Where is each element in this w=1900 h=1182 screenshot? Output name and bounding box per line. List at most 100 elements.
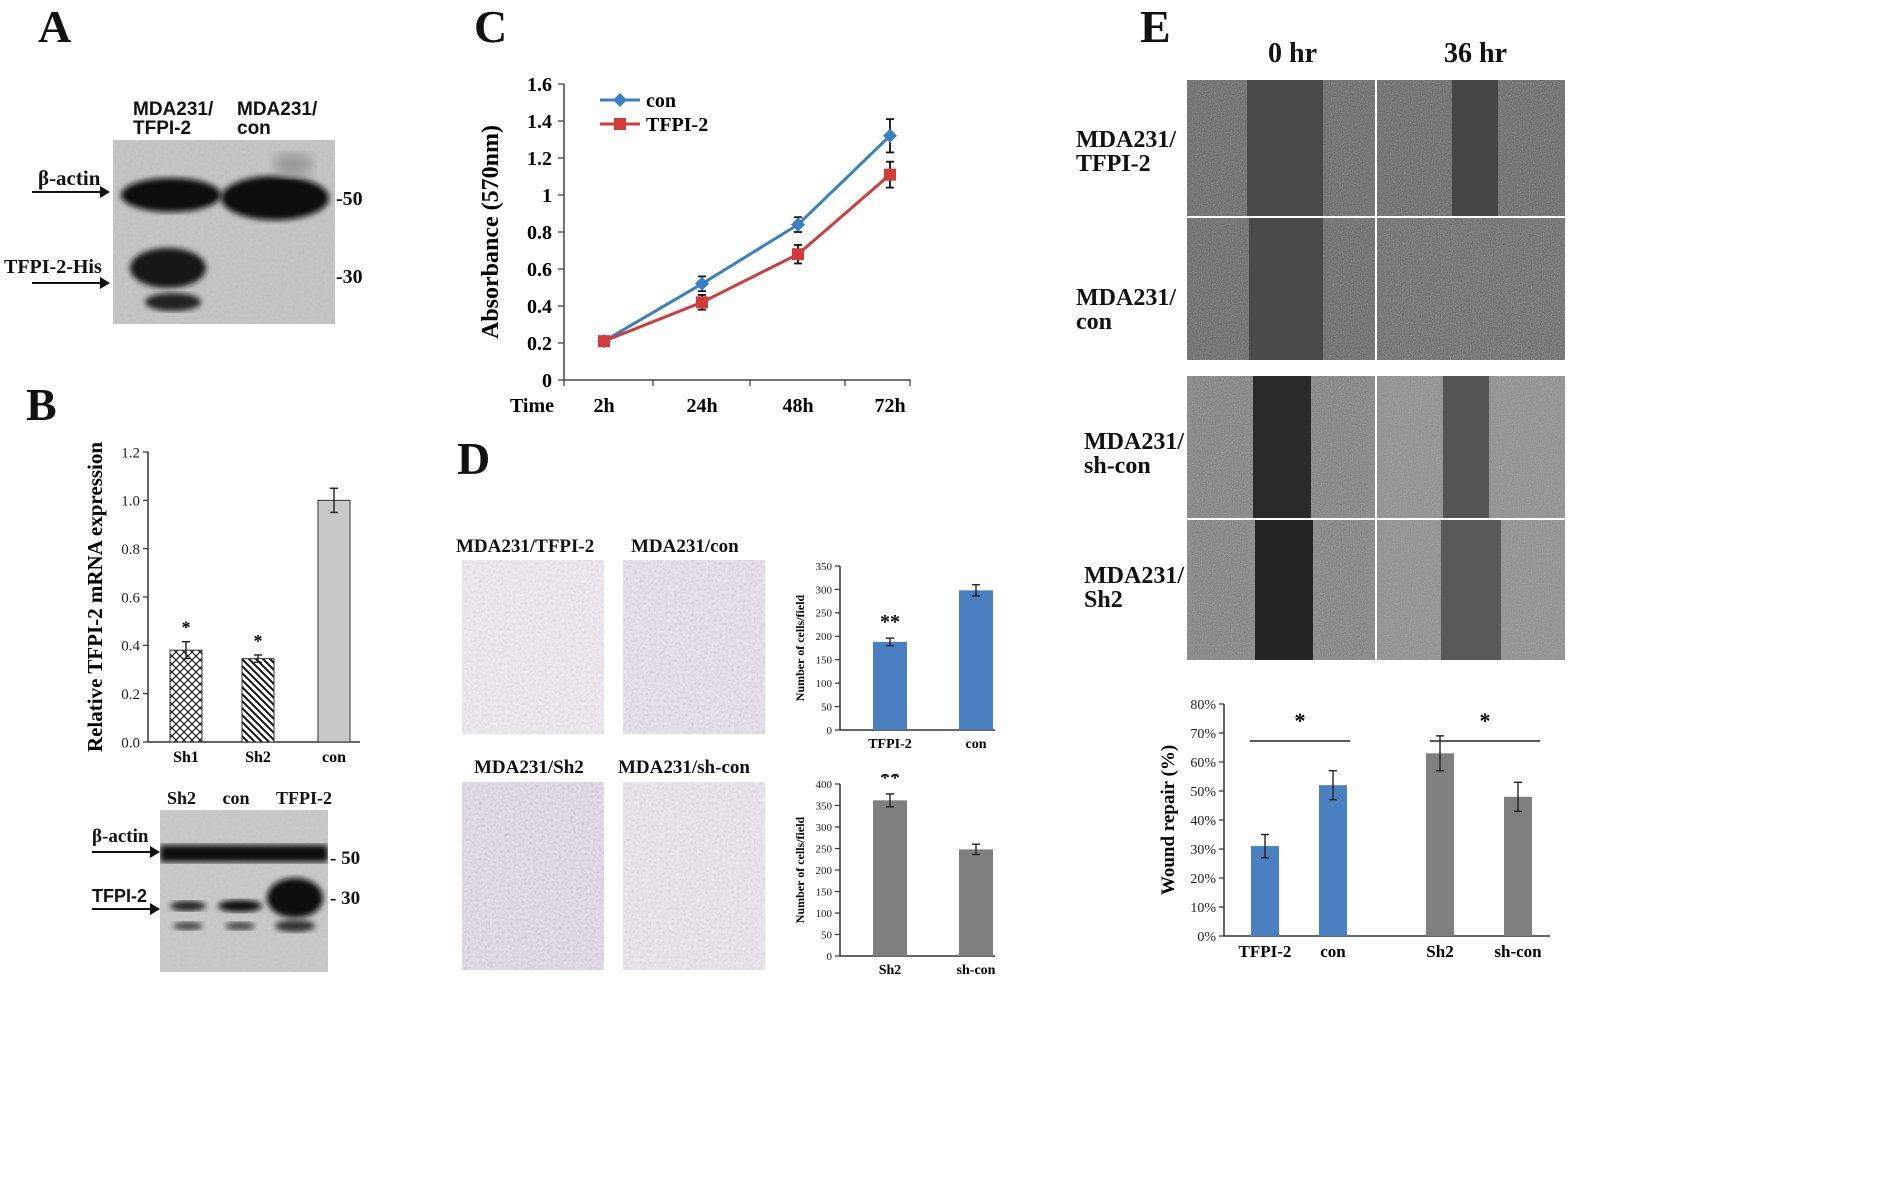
panel-e-row-label-1: MDA231/ TFPI-2 (1076, 127, 1176, 177)
x-tick-label: 2h (593, 395, 614, 417)
category-label: sh-con (1494, 942, 1542, 961)
y-tick-label: 70% (1190, 727, 1216, 742)
panel-a-mw50: -50 (336, 188, 363, 210)
bar (317, 499, 351, 743)
data-point (695, 276, 709, 291)
y-tick-label: 300 (816, 822, 833, 834)
panel-b-band1-label: β-actin (92, 826, 149, 847)
y-tick-label: 0.6 (121, 590, 140, 606)
y-tick-label: 150 (816, 886, 833, 898)
y-tick-label: 150 (816, 655, 833, 667)
panel-e-row-label-3: MDA231/ sh-con (1084, 429, 1184, 479)
y-axis-label: Relative TFPI-2 mRNA expression (83, 442, 107, 752)
x-tick-label: 24h (686, 395, 717, 417)
panel-b-band2-arrow (92, 903, 160, 915)
bar (1251, 846, 1279, 936)
significance-marker: * (182, 618, 191, 638)
y-tick-label: 400 (816, 779, 833, 791)
y-tick-label: 0.4 (527, 296, 552, 318)
y-tick-label: 0.0 (121, 735, 140, 751)
panel-b-lane-label: Sh2 (167, 788, 197, 808)
y-tick-label: 0 (542, 370, 552, 392)
x-tick-label: 48h (782, 395, 813, 417)
panel-e-letter: E (1140, 1, 1171, 52)
y-tick-label: 100 (816, 908, 833, 920)
y-tick-label: 0.4 (121, 639, 140, 655)
bar (1319, 785, 1347, 936)
panel-d-bar-chart-bottom: 0 50 100 150 200 250 300 350 400 Number of cells/… (793, 774, 996, 978)
panel-d-bar-chart-top: 0 50 100 150 200 250 300 350 Number of cells/fie… (793, 561, 995, 752)
panel-e-row-label-2: MDA231/ con (1076, 285, 1176, 335)
panel-a-western-blot (113, 140, 335, 324)
y-tick-label: 250 (816, 608, 833, 620)
y-tick-label: 1.2 (121, 445, 140, 461)
y-tick-label: 0% (1197, 930, 1216, 945)
category-label: Sh2 (245, 749, 271, 766)
y-tick-label: 30% (1190, 843, 1216, 858)
panel-d-transwell-image (623, 560, 765, 734)
panel-d-img-label-1: MDA231/TFPI-2 (456, 536, 595, 557)
y-tick-label: 0.8 (527, 222, 552, 244)
panel-e-time-36hr: 36 hr (1444, 38, 1507, 69)
data-point (884, 168, 896, 181)
panel-b-mw30: - 30 (330, 888, 361, 909)
y-tick-label: 100 (816, 678, 833, 690)
data-point (792, 248, 804, 261)
category-label: con (322, 749, 346, 766)
data-point (598, 335, 610, 348)
panel-b-mw50: - 50 (330, 848, 361, 869)
y-axis-label: Absorbance (570nm) (478, 125, 504, 339)
significance-marker: * (254, 631, 263, 651)
category-label: con (966, 737, 987, 752)
panel-c-line-chart: 0 0.2 0.4 0.6 0.8 1 1.2 1.4 1.6 Time 2h 24h 48h 72h Ab… (478, 74, 911, 417)
panel-a-letter: A (38, 1, 72, 52)
y-axis-label: Number of cells/field (793, 816, 807, 923)
y-tick-label: 50 (821, 701, 833, 713)
panel-b-blot-lane-labels: Sh2 con TFPI-2 (167, 788, 332, 809)
significance-marker: ** (880, 774, 900, 789)
series-line-TFPI-2 (603, 173, 891, 343)
y-tick-label: 200 (816, 865, 833, 877)
category-label: Sh1 (173, 749, 199, 766)
panel-b-letter: B (26, 379, 57, 430)
panel-a-lane1-label: MDA231/ TFPI-2 (133, 99, 214, 139)
panel-a-lane2-label: MDA231/ con (237, 99, 318, 139)
panel-b-lane-label: TFPI-2 (276, 788, 332, 808)
x-tick-label: 72h (874, 395, 905, 417)
panel-a-band2-label: TFPI-2-His (4, 256, 102, 278)
y-tick-label: 0.6 (527, 259, 552, 281)
y-tick-label: 1.6 (527, 74, 552, 96)
y-tick-label: 1.4 (527, 111, 552, 133)
y-tick-label: 50% (1190, 785, 1216, 800)
y-tick-label: 0 (827, 951, 833, 963)
y-tick-label: 1.2 (527, 148, 552, 170)
panel-d-transwell-image (462, 782, 604, 970)
y-tick-label: 80% (1190, 698, 1216, 713)
y-tick-label: 200 (816, 631, 833, 643)
bar (1426, 753, 1454, 936)
legend-marker (613, 93, 627, 107)
y-tick-label: 1 (542, 185, 552, 207)
panel-e-time-0hr: 0 hr (1268, 38, 1317, 69)
panel-b-band2-label: TFPI-2 (92, 886, 148, 906)
panel-b-bar-chart: 0.0 0.2 0.4 0.6 0.8 1.0 1.2 Relative TFPI-2 mRN… (83, 442, 360, 766)
bar (959, 849, 993, 956)
series-line-con (603, 134, 892, 343)
y-tick-label: 300 (816, 584, 833, 596)
y-tick-label: 1.0 (121, 494, 140, 510)
panel-d-img-label-2: MDA231/con (631, 536, 739, 557)
y-tick-label: 350 (816, 561, 833, 573)
panel-e-wound-images (1187, 80, 1565, 660)
panel-b-western-blot (160, 810, 328, 972)
panel-b-band1-arrow (92, 846, 160, 858)
y-tick-label: 10% (1190, 901, 1216, 916)
bar (959, 590, 993, 730)
y-tick-label: 40% (1190, 814, 1216, 829)
panel-d-img-label-4: MDA231/sh-con (618, 757, 750, 778)
y-tick-label: 60% (1190, 756, 1216, 771)
legend-marker (614, 118, 626, 130)
y-tick-label: 0.2 (121, 687, 140, 703)
panel-a-band1-label: β-actin (38, 166, 101, 190)
category-label: Sh2 (879, 963, 902, 978)
category-label: TFPI-2 (868, 737, 912, 752)
